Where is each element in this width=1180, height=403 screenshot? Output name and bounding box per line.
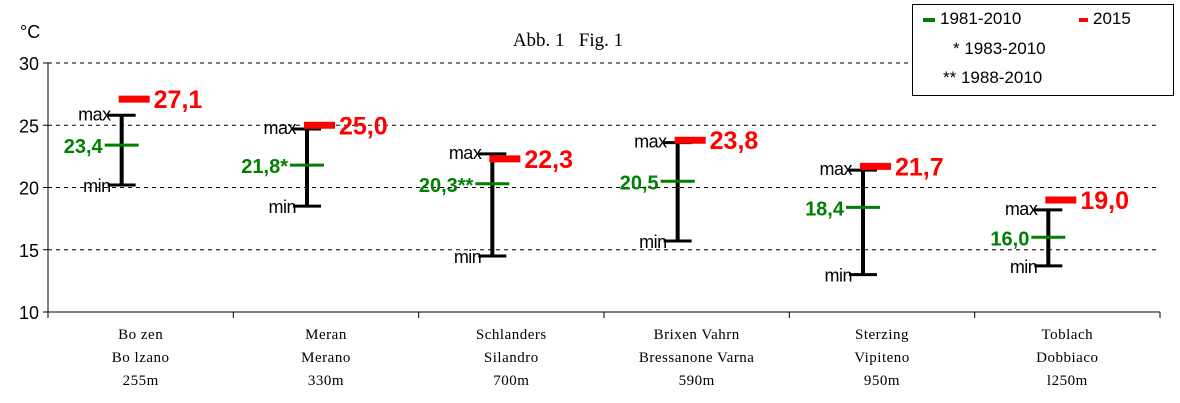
station-label-3-2: Bressanone Varna [639, 350, 755, 366]
y-tick-label-25: 25 [19, 116, 39, 136]
max-label-3: max [634, 132, 667, 152]
mean-label-2: 20,3** [419, 175, 474, 197]
max-label-2: max [449, 143, 482, 163]
y-tick-label-10: 10 [19, 303, 39, 323]
legend-swatch-2015 [1079, 17, 1088, 22]
station-label-4-3: 950m [864, 373, 900, 389]
legend-label-1981-2010: 1981-2010 [940, 9, 1022, 28]
station-label-2-3: 700m [493, 373, 529, 389]
station-label-2-1: Schlanders [476, 327, 547, 343]
legend-item-1981-2010: 1981-2010 [923, 9, 1021, 29]
station-label-5-1: Toblach [1042, 327, 1094, 343]
data-marks: max min 23,4 27,1 max min 21,8* 25,0 max min 20,3*… [64, 86, 1129, 286]
mean-label-0: 23,4 [64, 136, 104, 158]
mean-label-1: 21,8* [241, 156, 288, 178]
station-label-4-1: Sterzing [855, 327, 909, 343]
station-label-5-3: l250m [1047, 373, 1088, 389]
station-label-3-3: 590m [679, 373, 715, 389]
mean-label-5: 16,0 [990, 228, 1029, 250]
axes: 10 15 20 25 30 [19, 54, 1161, 323]
min-label-0: min [83, 176, 111, 196]
max-label-1: max [263, 118, 296, 138]
y2015-label-0: 27,1 [154, 86, 203, 114]
min-label-5: min [1010, 257, 1038, 277]
station-label-2-2: Silandro [484, 350, 539, 366]
station-label-0-1: Bo zen [118, 327, 163, 343]
station-label-1-1: Meran [305, 327, 347, 343]
legend-swatch-mean [923, 17, 935, 22]
mean-label-4: 18,4 [805, 198, 845, 220]
y-tick-label-20: 20 [19, 179, 39, 199]
station-label-5-2: Dobbiaco [1036, 350, 1098, 366]
station-label-4-2: Vipiteno [854, 350, 910, 366]
min-label-4: min [824, 266, 852, 286]
max-label-4: max [819, 159, 852, 179]
y2015-label-5: 19,0 [1080, 187, 1129, 215]
legend-note-1: * 1983-2010 [953, 39, 1046, 58]
y-axis-unit: °C [20, 22, 40, 42]
max-label-0: max [78, 104, 111, 124]
legend-item-2015: 2015 [1079, 9, 1131, 29]
station-label-3-1: Brixen Vahrn [654, 327, 740, 343]
legend-note-2: ** 1988-2010 [943, 68, 1043, 87]
y2015-label-2: 22,3 [524, 146, 573, 174]
min-label-3: min [639, 232, 667, 252]
station-label-0-2: Bo lzano [112, 350, 170, 366]
x-axis-labels: Bo zen Bo lzano 255m Meran Merano 330m Schland… [112, 327, 1098, 389]
station-label-1-2: Merano [301, 350, 351, 366]
legend: 1981-2010 2015 * 1983-2010 ** 1988-2010 [912, 4, 1174, 96]
grid-lines [48, 62, 1160, 251]
mean-label-3: 20,5 [620, 172, 659, 194]
legend-label-2015: 2015 [1093, 9, 1131, 28]
y-tick-label-30: 30 [19, 54, 39, 74]
max-label-5: max [1005, 199, 1038, 219]
station-label-1-3: 330m [308, 373, 344, 389]
station-label-0-3: 255m [123, 373, 159, 389]
y2015-label-4: 21,7 [895, 153, 944, 181]
chart-title: Abb. 1 Fig. 1 [513, 30, 623, 51]
y-tick-label-15: 15 [19, 241, 39, 261]
min-label-2: min [454, 247, 482, 267]
y2015-label-1: 25,0 [339, 112, 388, 140]
y2015-label-3: 23,8 [710, 127, 759, 155]
min-label-1: min [268, 197, 296, 217]
